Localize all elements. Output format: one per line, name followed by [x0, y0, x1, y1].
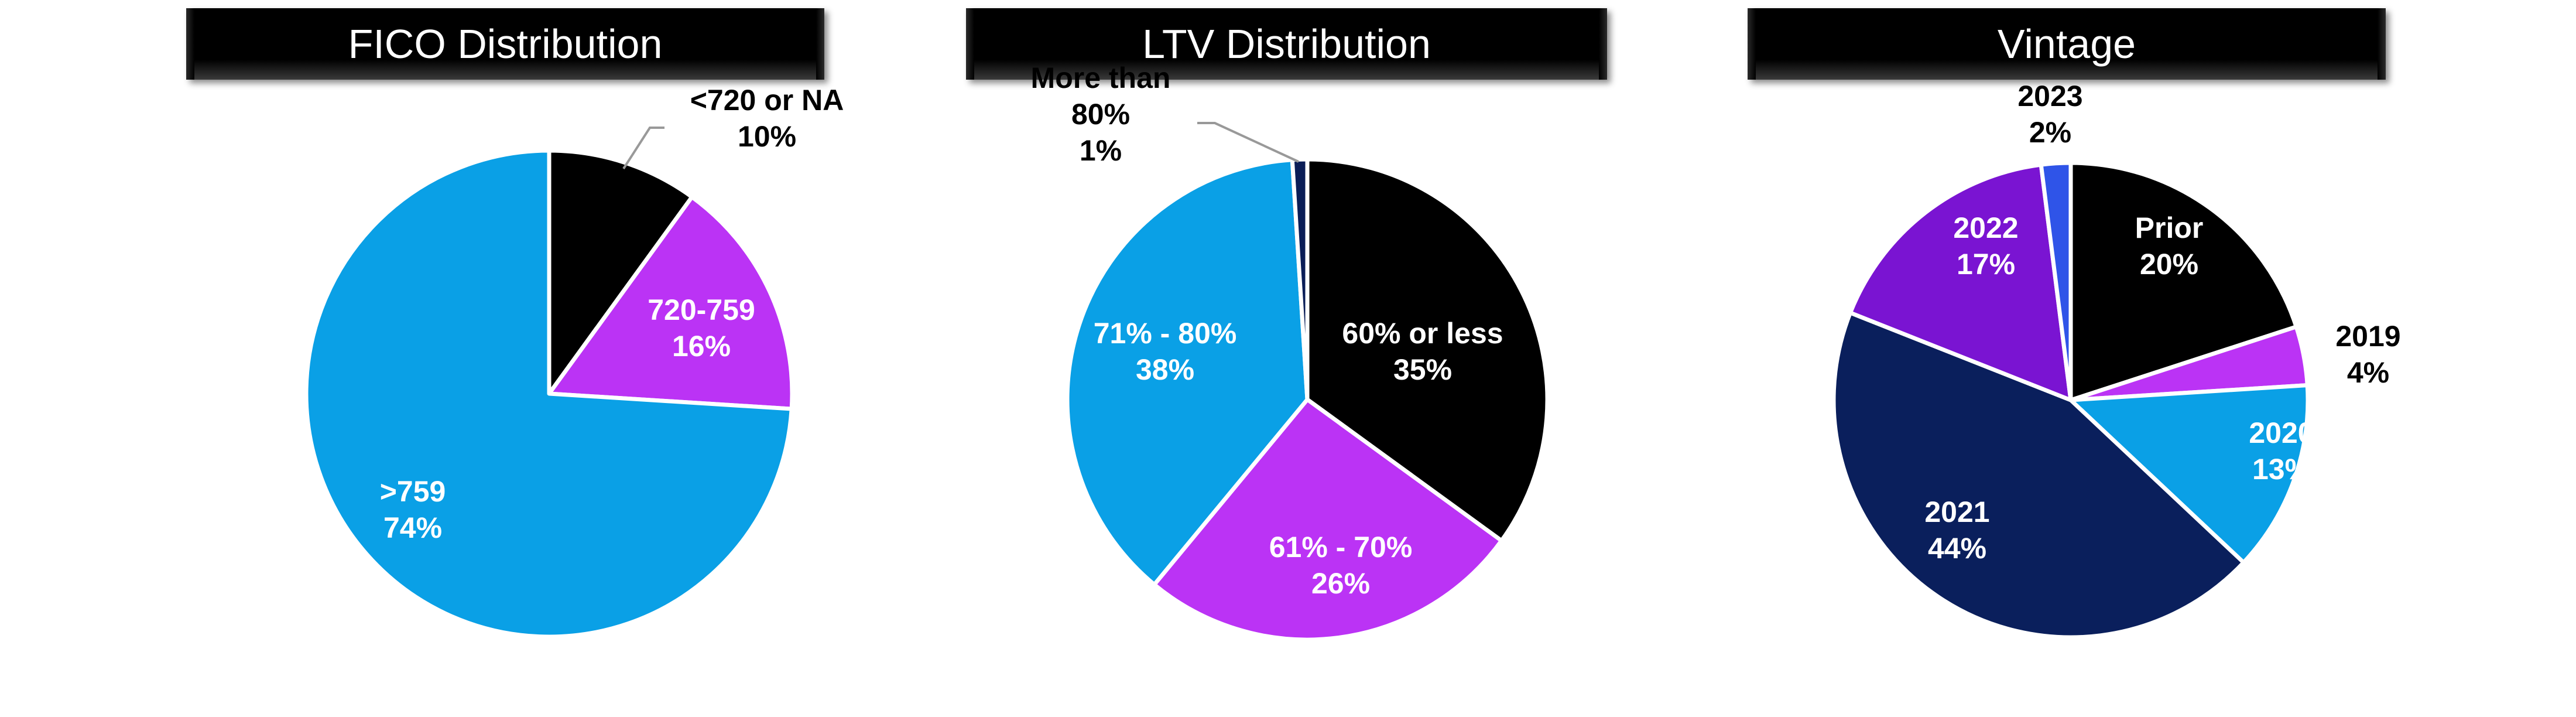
slice-name: 71% - 80% [1094, 317, 1237, 350]
slice-percent: 17% [1957, 248, 2015, 281]
slice-name: 2020 [2249, 416, 2314, 449]
slice-name: 61% - 70% [1269, 531, 1413, 564]
slice-name: More than [1031, 62, 1171, 94]
slice-name: 2019 [2335, 320, 2400, 353]
slice-label: 71% - 80% 38% [1094, 317, 1237, 386]
slice-percent: 10% [738, 120, 796, 153]
slice-percent: 4% [2347, 356, 2389, 389]
pie-slice [547, 148, 694, 396]
slice-percent: 26% [1311, 567, 1370, 600]
slice-percent: 35% [1393, 353, 1452, 386]
slice-label: 61% - 70% 26% [1269, 531, 1413, 600]
slice-percent: 13% [2252, 453, 2311, 486]
slice-name: 2023 [2017, 80, 2082, 112]
slice-label: 2023 2% [2017, 80, 2082, 149]
slice-label: >759 74% [380, 475, 446, 544]
pie-slice [1065, 158, 1310, 587]
slice-percent: 16% [672, 330, 731, 363]
slice-label: 2019 4% [2335, 320, 2400, 389]
pie-chart: <720 or NA 10% 720-759 16% >759 74% [304, 84, 844, 639]
slice-label: 2020 13% [2249, 416, 2314, 486]
leader-line [622, 127, 664, 170]
pie-slice [1305, 157, 1550, 543]
slice-name: >759 [380, 475, 446, 508]
slice-percent: 2% [2029, 116, 2071, 149]
slice-name: Prior [2135, 211, 2204, 244]
slice-name: 2022 [1953, 211, 2018, 244]
pie-slice [2039, 161, 2073, 402]
slice-name: 2021 [1924, 496, 1989, 528]
slice-name: <720 or NA [690, 84, 844, 117]
chart-title: FICO Distribution [186, 8, 824, 80]
slice-label: 2022 17% [1953, 211, 2018, 281]
chart-vintage: Vintage Prior 20% 2019 4% 2020 13% 2021 44% 2022… [0, 0, 2401, 717]
pie-slice [2068, 383, 2310, 565]
slice-percent: 20% [2140, 248, 2198, 281]
chart-fico: FICO Distribution <720 or NA 10% 720-759 16… [0, 0, 844, 717]
slice-label: 2021 44% [1924, 496, 1989, 565]
pie-slice [1831, 310, 2246, 640]
pie-slice [1848, 162, 2073, 402]
pie-slice [547, 194, 794, 411]
slice-label: <720 or NA 10% [690, 84, 844, 153]
slice-percent: 1% [1080, 134, 1122, 167]
slice-name: 80% [1071, 98, 1130, 131]
pie-slice [1152, 397, 1504, 642]
chart-title: LTV Distribution [966, 8, 1607, 80]
slice-label: 720-759 16% [648, 293, 755, 363]
slice-percent: 44% [1928, 532, 1986, 565]
chart-ltv: LTV Distribution 60% or less 35% 61% - 70%… [0, 0, 1607, 717]
slice-label: 60% or less 35% [1342, 317, 1503, 386]
pie-chart: 60% or less 35% 61% - 70% 26% 71% - 80% 38% Mo… [1030, 62, 1550, 642]
slice-name: 60% or less [1342, 317, 1503, 350]
slice-name: 720-759 [648, 293, 755, 326]
slice-label: More than 80% 1% [1031, 62, 1171, 167]
pie-slice [304, 148, 794, 639]
slice-percent: 74% [383, 511, 442, 544]
slice-label: Prior 20% [2135, 211, 2204, 281]
slice-percent: 38% [1136, 353, 1194, 386]
pie-slice [2068, 161, 2298, 402]
leader-line [1197, 122, 1299, 163]
chart-title: Vintage [1748, 8, 2386, 80]
